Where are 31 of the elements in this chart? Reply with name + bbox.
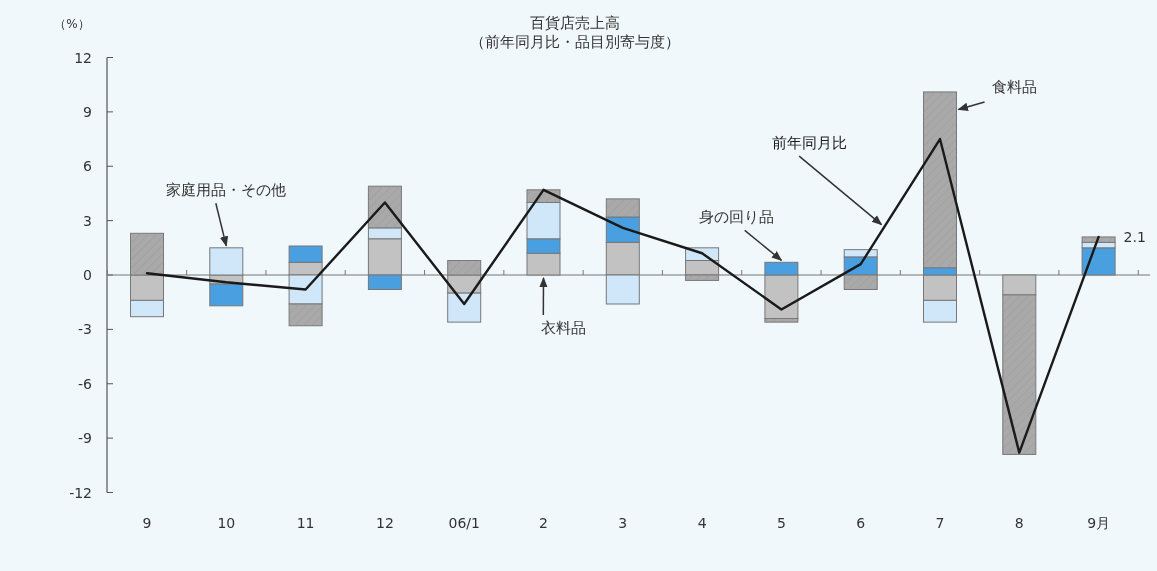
x-tick-label: 8 <box>1014 515 1024 531</box>
y-tick-label: 9 <box>83 103 92 120</box>
y-tick-label: 0 <box>83 267 92 283</box>
chart-subtitle: （前年同月比・品目別寄与度） <box>470 33 680 51</box>
x-tick-label: 3 <box>618 515 628 531</box>
y-tick-label: -3 <box>78 321 92 338</box>
text: 前年同月比 <box>771 134 847 153</box>
chart-title: 百貨店売上高 <box>530 14 620 32</box>
text: 家庭用品・その他 <box>165 181 286 200</box>
x-tick-label: 4 <box>697 515 707 531</box>
x-tick-label: 7 <box>935 515 945 531</box>
x-tick-label: 12 <box>375 515 394 531</box>
text: 衣料品 <box>540 319 586 337</box>
x-tick-label: 6 <box>856 515 866 531</box>
x-tick-label: 06/1 <box>448 515 480 531</box>
text: 食料品 <box>992 77 1038 96</box>
x-tick-label: 10 <box>217 515 236 531</box>
y-tick-label: -9 <box>78 430 92 447</box>
y-tick-label: 6 <box>83 158 93 175</box>
x-tick-label: 5 <box>776 515 786 531</box>
x-tick-label: 9 <box>142 515 152 531</box>
text: 身の回り品 <box>699 208 775 227</box>
x-tick-label: 2 <box>539 515 548 531</box>
y-tick-label: 12 <box>74 49 92 66</box>
x-tick-label: 9月 <box>1087 515 1111 531</box>
y-tick-label: -6 <box>78 375 93 392</box>
y-axis-title: （%） <box>54 17 90 31</box>
data-label: 2.1 <box>1123 228 1146 245</box>
y-tick-label: 3 <box>83 212 92 229</box>
x-tick-label: 11 <box>296 515 315 531</box>
y-tick-label: -12 <box>69 484 92 501</box>
